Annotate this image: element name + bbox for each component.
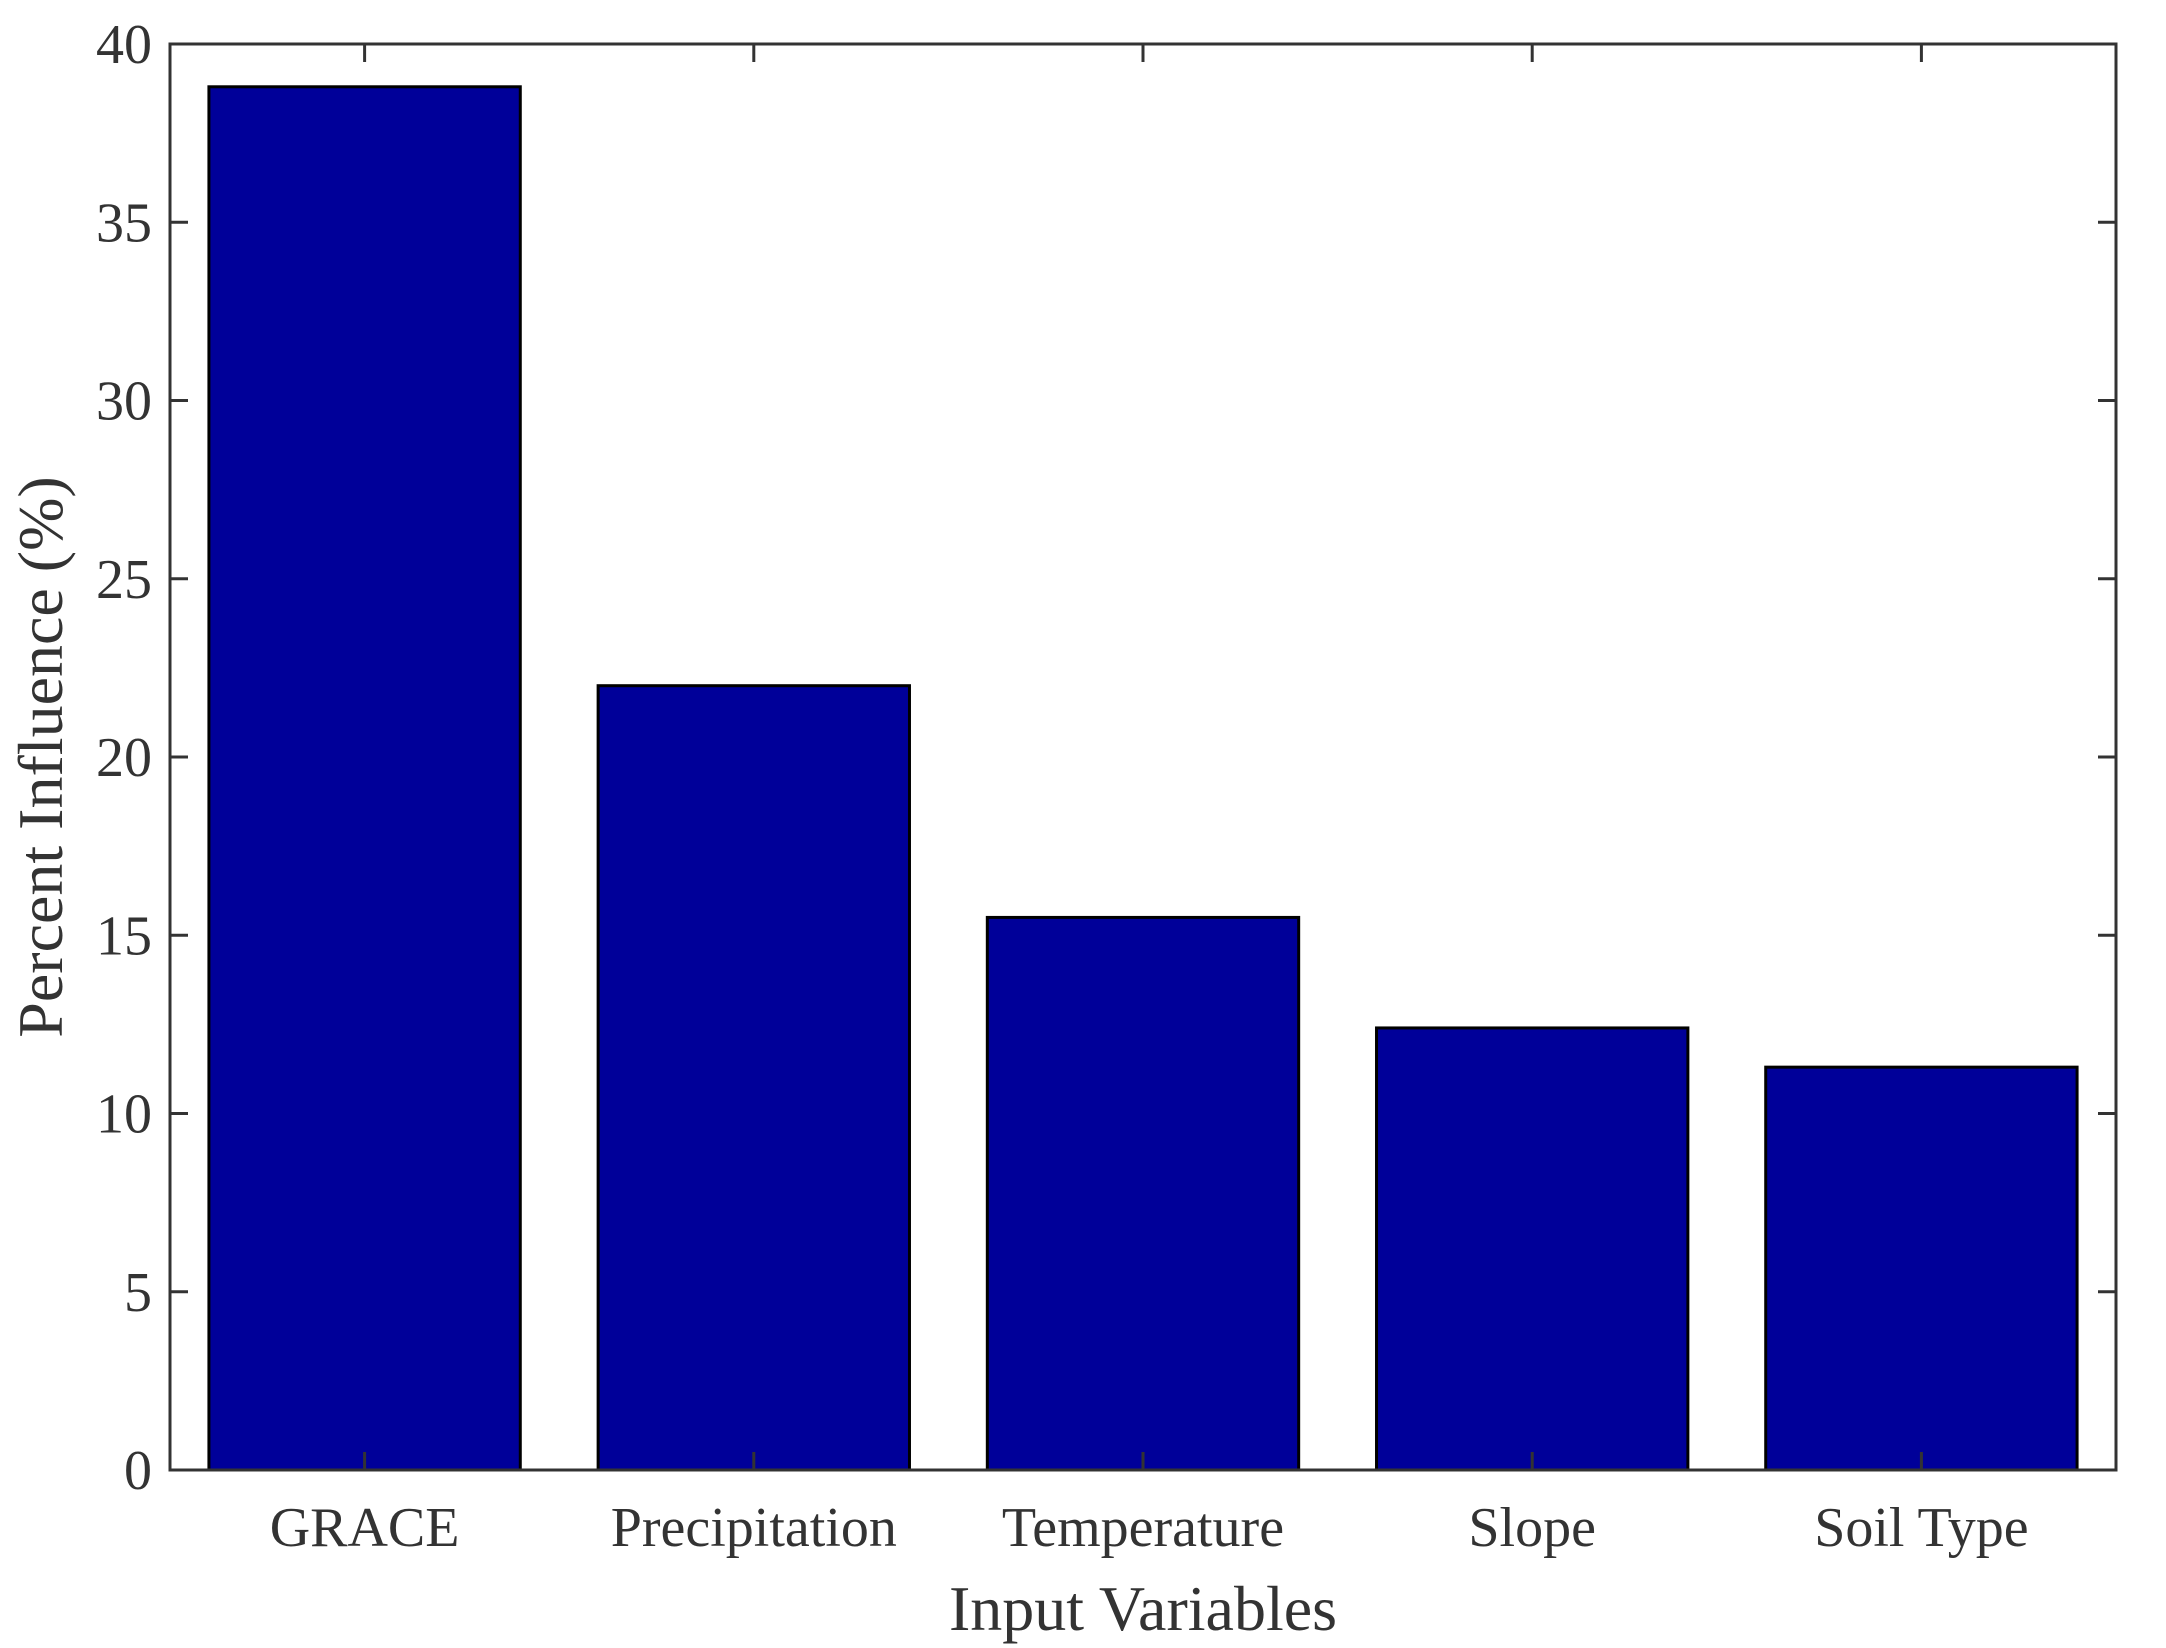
y-tick-label: 0	[124, 1440, 152, 1502]
y-tick-label: 5	[124, 1262, 152, 1324]
x-tick-label: Precipitation	[611, 1497, 897, 1559]
x-tick-label: GRACE	[270, 1497, 460, 1559]
bars-group	[207, 85, 2079, 1472]
y-tick-label: 10	[96, 1084, 152, 1146]
x-axis-label: Input Variables	[949, 1573, 1337, 1644]
x-tick-label: Soil Type	[1814, 1497, 2028, 1559]
y-tick-label: 40	[96, 14, 152, 76]
y-tick-label: 35	[96, 192, 152, 254]
bar-soil-type	[1764, 1065, 2079, 1472]
x-tick-label: Temperature	[1002, 1497, 1284, 1559]
plot-frame	[168, 42, 2118, 1472]
y-tick-label: 30	[96, 371, 152, 433]
y-tick-label: 25	[96, 549, 152, 611]
y-tick-label: 20	[96, 727, 152, 789]
bar-precipitation	[596, 684, 911, 1472]
y-axis-label: Percent Influence (%)	[5, 476, 76, 1037]
y-tick-label: 15	[96, 905, 152, 967]
bar-slope	[1375, 1026, 1690, 1472]
bar-grace	[207, 85, 522, 1472]
x-tick-label: Slope	[1468, 1497, 1596, 1559]
bar-temperature	[985, 915, 1301, 1472]
tick-labels-group: 0 5 10 15 20 25 30 35 40 GRACE Precipitation Temper…	[96, 14, 2029, 1559]
